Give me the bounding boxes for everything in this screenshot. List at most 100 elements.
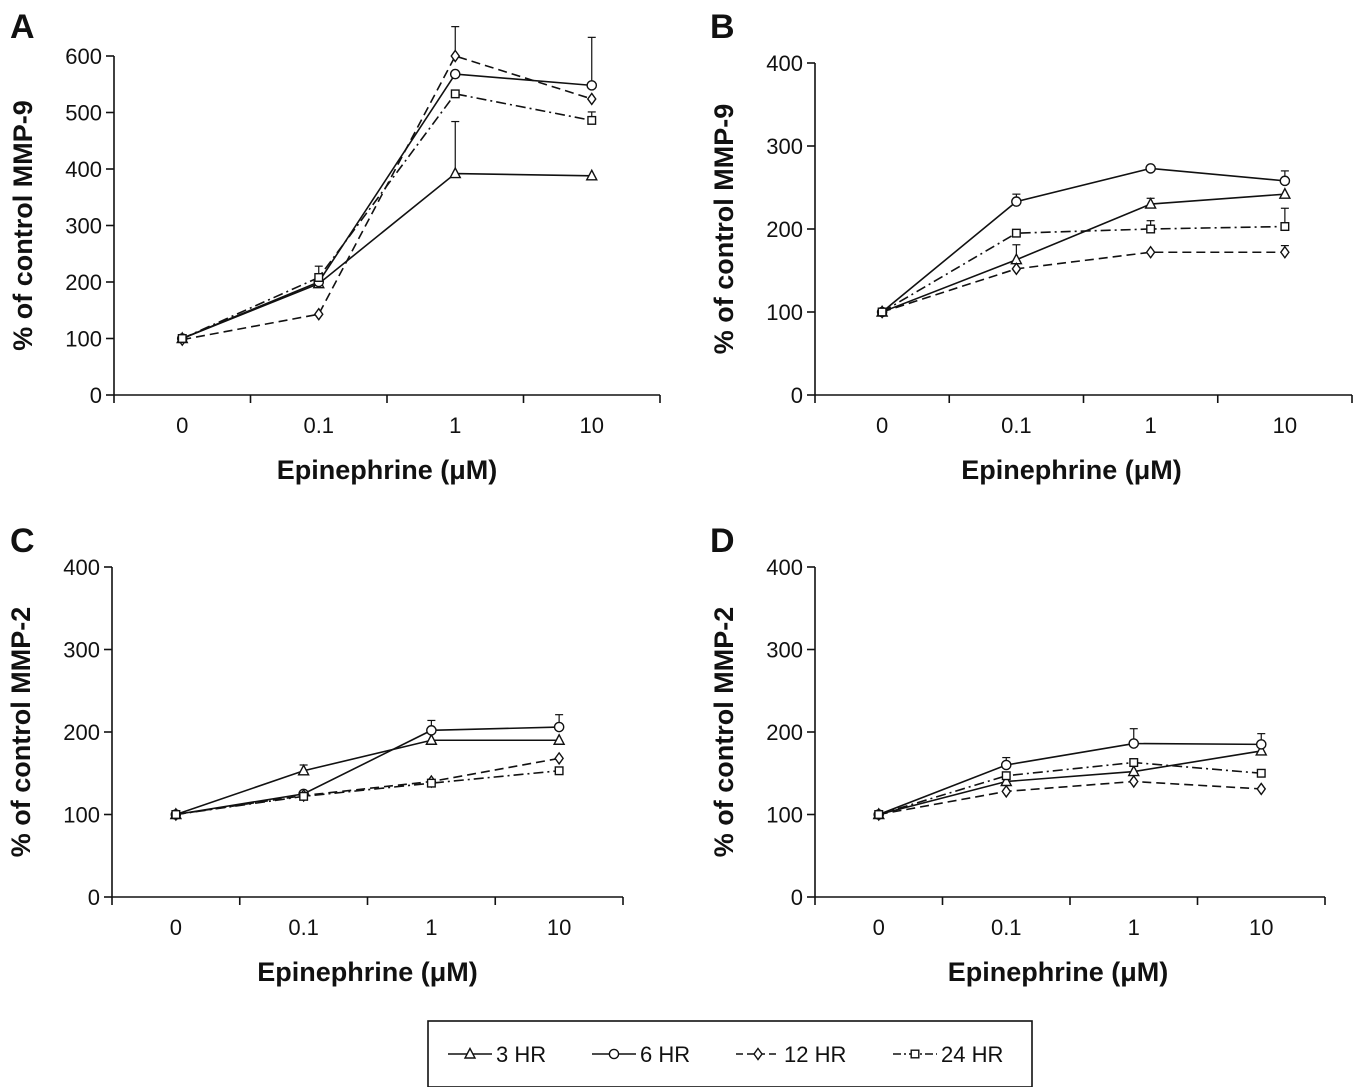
x-tick-label: 10 [580, 413, 604, 438]
legend-item: 24 HR [893, 1042, 1003, 1067]
series-line [175, 757, 560, 816]
data-point [426, 725, 437, 736]
y-tick-label: 0 [88, 885, 100, 910]
data-point [450, 89, 460, 99]
data-point [1000, 759, 1012, 771]
y-axis-title: % of control MMP-2 [6, 607, 36, 858]
y-tick-label: 100 [766, 300, 803, 325]
data-point [1278, 187, 1292, 199]
data-point [449, 166, 462, 179]
x-tick-label: 1 [1128, 915, 1140, 940]
legend-label: 6 HR [640, 1042, 690, 1067]
legend-item: 3 HR [448, 1042, 546, 1067]
data-point [1280, 245, 1290, 259]
data-point [1011, 196, 1022, 207]
data-point [449, 68, 461, 80]
series-line [175, 769, 560, 816]
legend-item: 12 HR [736, 1042, 846, 1067]
y-tick-label: 400 [766, 555, 803, 580]
series-6-hr [873, 728, 1267, 820]
legend-marker [910, 1049, 920, 1059]
y-tick-label: 500 [65, 101, 102, 126]
data-point [1145, 163, 1156, 174]
legend-items: 3 HR 6 HR 12 HR 24 HR [448, 1042, 1003, 1067]
x-tick-label: 1 [425, 915, 437, 940]
series-line [181, 73, 592, 340]
y-tick-label: 0 [791, 885, 803, 910]
legend-label: 3 HR [496, 1042, 546, 1067]
chart-panel-c: C 0 100 200 300 400 0 0.1 1 10 Epinephrine (μM) % o… [6, 522, 624, 987]
y-tick-label: 0 [90, 383, 102, 408]
x-tick-label: 10 [547, 915, 571, 940]
chart-panel-b: B 0 100 200 300 400 0 0.1 1 10 Epinephrine (μM) % o… [709, 8, 1353, 485]
series-6-hr [176, 36, 598, 344]
series-3-hr [176, 120, 598, 344]
data-point [314, 272, 324, 282]
y-tick-label: 200 [63, 720, 100, 745]
x-tick-label: 0.1 [303, 413, 334, 438]
y-tick-label: 200 [65, 270, 102, 295]
data-point [554, 766, 564, 776]
data-point [585, 168, 598, 181]
series-line [181, 92, 592, 340]
x-tick-label: 0 [873, 915, 885, 940]
data-point [1146, 224, 1156, 234]
series-line [878, 780, 1262, 816]
x-tick-label: 0 [176, 413, 188, 438]
x-tick-label: 0.1 [288, 915, 319, 940]
data-point [1145, 245, 1156, 259]
data-point [299, 791, 309, 801]
y-tick-label: 100 [766, 803, 803, 828]
data-point [877, 307, 887, 317]
data-point [586, 80, 598, 91]
series-line [881, 193, 1285, 313]
x-axis-title: Epinephrine (μM) [948, 957, 1169, 987]
legend-label: 12 HR [784, 1042, 846, 1067]
y-axis-title: % of control MMP-9 [8, 100, 38, 351]
data-point [553, 721, 565, 733]
data-point [1001, 784, 1012, 799]
data-point [1001, 771, 1011, 781]
y-tick-label: 300 [766, 134, 803, 159]
panel-letter: C [10, 522, 35, 560]
legend-item: 6 HR [592, 1042, 690, 1067]
series-6-hr [170, 714, 565, 820]
y-tick-label: 100 [63, 803, 100, 828]
data-point [425, 733, 438, 745]
series-line [878, 742, 1262, 816]
chart-panel-d: D 0 100 200 300 400 0 0.1 1 10 Epinephrine (μM) % o… [709, 522, 1326, 987]
series-line [881, 167, 1285, 313]
y-tick-label: 400 [63, 555, 100, 580]
series-24-hr [877, 207, 1290, 317]
data-point [1144, 197, 1157, 209]
legend-marker [463, 1046, 477, 1059]
series-line [878, 761, 1262, 816]
legend: 3 HR 6 HR 12 HR 24 HR [427, 1020, 1033, 1087]
x-tick-label: 1 [449, 413, 461, 438]
data-point [1279, 175, 1291, 187]
series-line [881, 251, 1285, 313]
y-tick-label: 100 [65, 327, 102, 352]
data-point [552, 733, 566, 745]
data-point [297, 763, 310, 776]
series-24-hr [874, 758, 1266, 820]
y-tick-label: 300 [766, 638, 803, 663]
data-point [1011, 228, 1021, 238]
panel-letter: A [10, 8, 35, 46]
y-tick-label: 600 [65, 44, 102, 69]
y-tick-label: 400 [766, 51, 803, 76]
data-point [1255, 739, 1267, 750]
x-tick-label: 10 [1273, 413, 1297, 438]
x-axis-title: Epinephrine (μM) [961, 455, 1182, 485]
y-tick-label: 300 [65, 214, 102, 239]
x-tick-label: 0 [170, 915, 182, 940]
panel-letter: D [710, 522, 735, 560]
y-tick-label: 200 [766, 720, 803, 745]
data-point [1128, 774, 1139, 789]
series-line [175, 739, 560, 816]
x-axis-title: Epinephrine (μM) [277, 455, 498, 485]
y-tick-label: 300 [63, 638, 100, 663]
series-12-hr [877, 245, 1290, 319]
